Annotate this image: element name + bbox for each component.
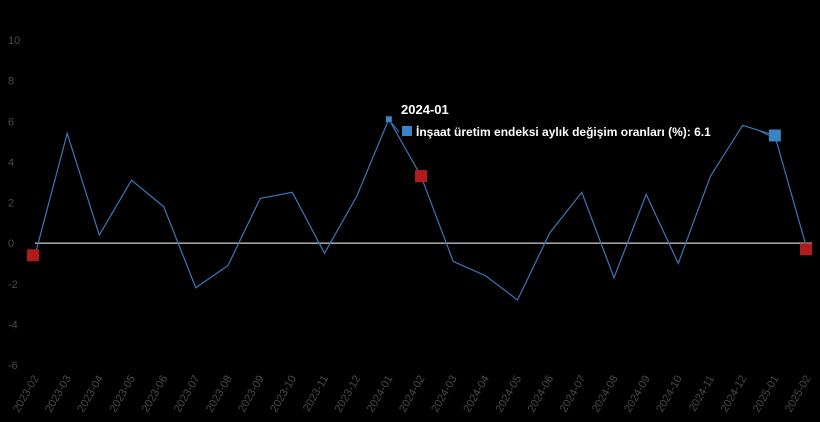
y-tick-label: -2 [8, 279, 18, 291]
x-tick-label: 2024-10 [654, 374, 685, 415]
y-tick-label: 4 [8, 157, 14, 169]
x-tick-label: 2023-07 [172, 374, 203, 415]
x-tick-label: 2024-06 [526, 374, 557, 415]
x-tick-label: 2023-09 [236, 374, 267, 415]
tooltip-pointer-right [759, 130, 770, 136]
y-tick-label: -6 [8, 360, 18, 372]
x-tick-label: 2024-03 [429, 374, 460, 415]
high-marker [768, 129, 781, 142]
x-tick-label: 2023-08 [204, 374, 235, 415]
x-tick-label: 2023-12 [333, 374, 364, 415]
series-line [34, 117, 808, 301]
tooltip-title: 2024-01 [401, 102, 449, 117]
hover-point-marker [385, 116, 392, 123]
tooltip-series-swatch [402, 126, 412, 136]
x-tick-label: 2023-06 [140, 374, 171, 415]
x-tick-label: 2025-01 [751, 374, 782, 415]
y-tick-label: -4 [8, 319, 18, 331]
x-tick-label: 2023-11 [301, 374, 331, 414]
y-tick-label: 10 [8, 35, 20, 47]
markers [27, 116, 812, 262]
x-tick-label: 2023-04 [75, 374, 106, 415]
x-tick-label: 2024-05 [494, 374, 525, 415]
low-marker [800, 243, 812, 256]
x-tick-label: 2024-11 [687, 374, 717, 414]
y-tick-label: 0 [8, 238, 14, 250]
low-marker [415, 170, 427, 183]
x-tick-label: 2024-01 [365, 374, 396, 415]
x-axis: 2023-02 2023-03 2023-04 2023-05 2023-06 2023-… [11, 374, 814, 415]
x-tick-label: 2025-02 [783, 374, 814, 415]
y-tick-label: 6 [8, 116, 14, 128]
x-tick-label: 2024-02 [397, 374, 428, 415]
tooltip-pointer [391, 122, 400, 133]
x-tick-label: 2023-10 [268, 374, 299, 415]
low-marker [27, 249, 39, 262]
x-tick-label: 2023-02 [11, 374, 42, 415]
y-tick-label: 2 [8, 198, 14, 210]
tooltip: 2024-01 İnşaat üretim endeksi aylık deği… [391, 102, 770, 139]
x-tick-label: 2024-09 [622, 374, 653, 415]
x-tick-label: 2024-08 [590, 374, 621, 415]
y-axis: -6 -4 -2 0 2 4 6 8 10 [8, 35, 20, 372]
tooltip-value-label: İnşaat üretim endeksi aylık değişim oran… [416, 124, 711, 139]
x-tick-label: 2023-05 [108, 374, 139, 415]
x-tick-label: 2023-03 [43, 374, 74, 415]
x-tick-label: 2024-04 [461, 374, 492, 415]
x-tick-label: 2024-07 [558, 374, 589, 415]
y-tick-label: 8 [8, 76, 14, 88]
x-tick-label: 2024-12 [719, 374, 750, 415]
